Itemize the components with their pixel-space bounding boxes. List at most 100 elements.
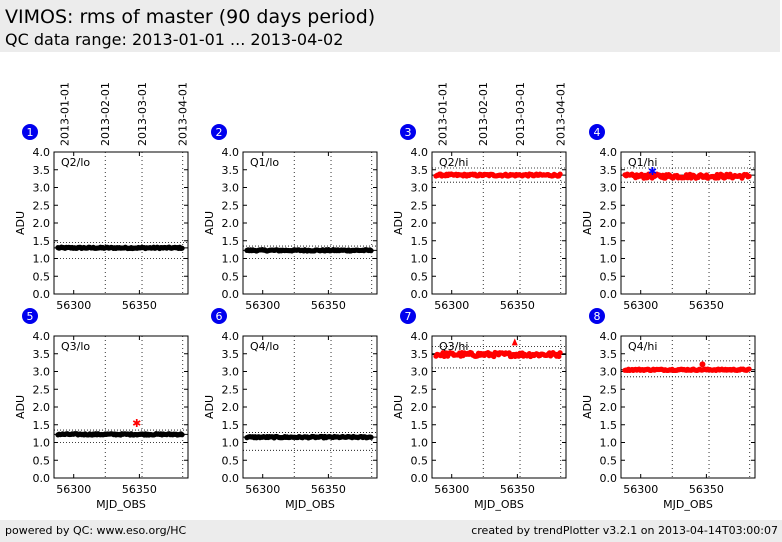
data-point xyxy=(557,171,563,177)
x-tick-label: 56300 xyxy=(245,299,280,312)
x-tick-label: 56350 xyxy=(122,299,157,312)
data-point xyxy=(368,434,374,440)
page-title: VIMOS: rms of master (90 days period) xyxy=(5,6,376,28)
outlier-marker xyxy=(511,338,518,346)
x-tick-label: 56300 xyxy=(434,299,469,312)
y-axis-label: ADU xyxy=(14,395,27,419)
y-tick-label: 1.5 xyxy=(222,419,240,432)
panel-3: 0.0 0.5 1.0 1.5 2.0 2.5 3.0 3.5 4.0 56300 56350 ADU… xyxy=(392,82,568,312)
y-tick-label: 3.0 xyxy=(33,182,51,195)
plot-frame xyxy=(53,151,189,295)
y-tick-label: 1.0 xyxy=(33,437,51,450)
panel-number: 1 xyxy=(27,126,34,139)
y-tick-label: 1.5 xyxy=(600,419,618,432)
header: VIMOS: rms of master (90 days period) QC… xyxy=(0,0,780,52)
data-point xyxy=(179,245,185,251)
outlier-marker: ✱ xyxy=(648,165,657,178)
y-tick-label: 3.5 xyxy=(411,348,429,361)
y-tick-label: 4.0 xyxy=(411,146,429,159)
y-tick-label: 3.0 xyxy=(600,182,618,195)
y-tick-label: 0.5 xyxy=(600,270,618,283)
x-tick-label: 56350 xyxy=(122,483,157,496)
y-axis-label: ADU xyxy=(14,211,27,235)
panel-number: 3 xyxy=(405,126,412,139)
data-point xyxy=(179,432,185,438)
y-tick-label: 2.5 xyxy=(222,383,240,396)
y-tick-label: 1.0 xyxy=(411,437,429,450)
plot-frame xyxy=(53,335,189,479)
panel-label: Q2/hi xyxy=(439,156,468,169)
x-tick-label: 56350 xyxy=(689,483,724,496)
outlier-marker: ✱ xyxy=(132,417,141,430)
y-tick-label: 2.5 xyxy=(33,199,51,212)
panel-label: Q3/lo xyxy=(61,340,90,353)
y-tick-label: 2.0 xyxy=(222,217,240,230)
panel-1: 0.0 0.5 1.0 1.5 2.0 2.5 3.0 3.5 4.0 56300 56350 ADU… xyxy=(14,82,190,312)
data-point xyxy=(746,366,752,372)
panel-5: 0.0 0.5 1.0 1.5 2.0 2.5 3.0 3.5 4.0 56300 56350 ADU… xyxy=(14,308,189,511)
panel-4: 0.0 0.5 1.0 1.5 2.0 2.5 3.0 3.5 4.0 56300 56350 ADU… xyxy=(581,124,756,312)
y-tick-label: 0.5 xyxy=(600,454,618,467)
panel-label: Q1/lo xyxy=(250,156,279,169)
y-tick-label: 2.5 xyxy=(600,383,618,396)
x-tick-label: 56300 xyxy=(56,299,91,312)
x-tick-label: 56350 xyxy=(689,299,724,312)
x-axis-label: MJD_OBS xyxy=(285,498,335,511)
y-tick-label: 1.0 xyxy=(600,253,618,266)
y-tick-label: 4.0 xyxy=(411,330,429,343)
y-tick-label: 0.5 xyxy=(222,454,240,467)
y-tick-label: 1.0 xyxy=(222,437,240,450)
y-tick-label: 0.0 xyxy=(222,288,240,301)
y-tick-label: 1.0 xyxy=(411,253,429,266)
y-tick-label: 2.0 xyxy=(222,401,240,414)
y-tick-label: 3.5 xyxy=(600,164,618,177)
y-tick-label: 2.5 xyxy=(600,199,618,212)
y-tick-label: 3.5 xyxy=(600,348,618,361)
y-tick-label: 2.0 xyxy=(600,217,618,230)
date-tick-label: 2013-03-01 xyxy=(136,82,149,146)
panel-number-badge xyxy=(400,308,416,324)
y-tick-label: 1.5 xyxy=(33,419,51,432)
y-tick-label: 3.5 xyxy=(222,164,240,177)
y-tick-label: 0.0 xyxy=(411,472,429,485)
y-tick-label: 2.0 xyxy=(411,401,429,414)
y-tick-label: 2.5 xyxy=(411,199,429,212)
x-tick-label: 56350 xyxy=(500,483,535,496)
y-tick-label: 3.0 xyxy=(222,366,240,379)
y-tick-label: 3.5 xyxy=(411,164,429,177)
footer-credit: powered by QC: www.eso.org/HC xyxy=(5,524,187,537)
y-tick-label: 2.0 xyxy=(411,217,429,230)
panel-label: Q4/hi xyxy=(628,340,657,353)
y-tick-label: 2.5 xyxy=(222,199,240,212)
y-tick-label: 3.5 xyxy=(33,348,51,361)
panel-label: Q1/hi xyxy=(628,156,657,169)
y-axis-label: ADU xyxy=(392,395,405,419)
panel-number-badge xyxy=(211,124,227,140)
y-tick-label: 0.0 xyxy=(411,288,429,301)
chart-grid: 0.0 0.5 1.0 1.5 2.0 2.5 3.0 3.5 4.0 56300 56350 ADU… xyxy=(14,82,756,511)
x-tick-label: 56350 xyxy=(500,299,535,312)
panel-number-badge xyxy=(589,308,605,324)
y-tick-label: 1.5 xyxy=(33,235,51,248)
y-tick-label: 0.5 xyxy=(411,270,429,283)
page-subtitle: QC data range: 2013-01-01 ... 2013-04-02 xyxy=(5,30,344,49)
footer-generator: created by trendPlotter v3.2.1 on 2013-0… xyxy=(471,524,778,537)
y-tick-label: 0.0 xyxy=(600,472,618,485)
y-tick-label: 4.0 xyxy=(600,330,618,343)
plot-frame xyxy=(620,335,756,479)
y-tick-label: 3.0 xyxy=(222,182,240,195)
y-tick-label: 0.5 xyxy=(33,270,51,283)
y-tick-label: 3.0 xyxy=(600,366,618,379)
x-axis-label: MJD_OBS xyxy=(96,498,146,511)
x-tick-label: 56300 xyxy=(623,299,658,312)
y-tick-label: 0.0 xyxy=(600,288,618,301)
x-tick-label: 56350 xyxy=(311,483,346,496)
y-axis-label: ADU xyxy=(392,211,405,235)
y-tick-label: 3.0 xyxy=(33,366,51,379)
y-tick-label: 1.0 xyxy=(222,253,240,266)
y-tick-label: 4.0 xyxy=(222,330,240,343)
y-tick-label: 2.0 xyxy=(600,401,618,414)
y-tick-label: 4.0 xyxy=(33,330,51,343)
y-axis-label: ADU xyxy=(581,395,594,419)
y-axis-label: ADU xyxy=(203,395,216,419)
